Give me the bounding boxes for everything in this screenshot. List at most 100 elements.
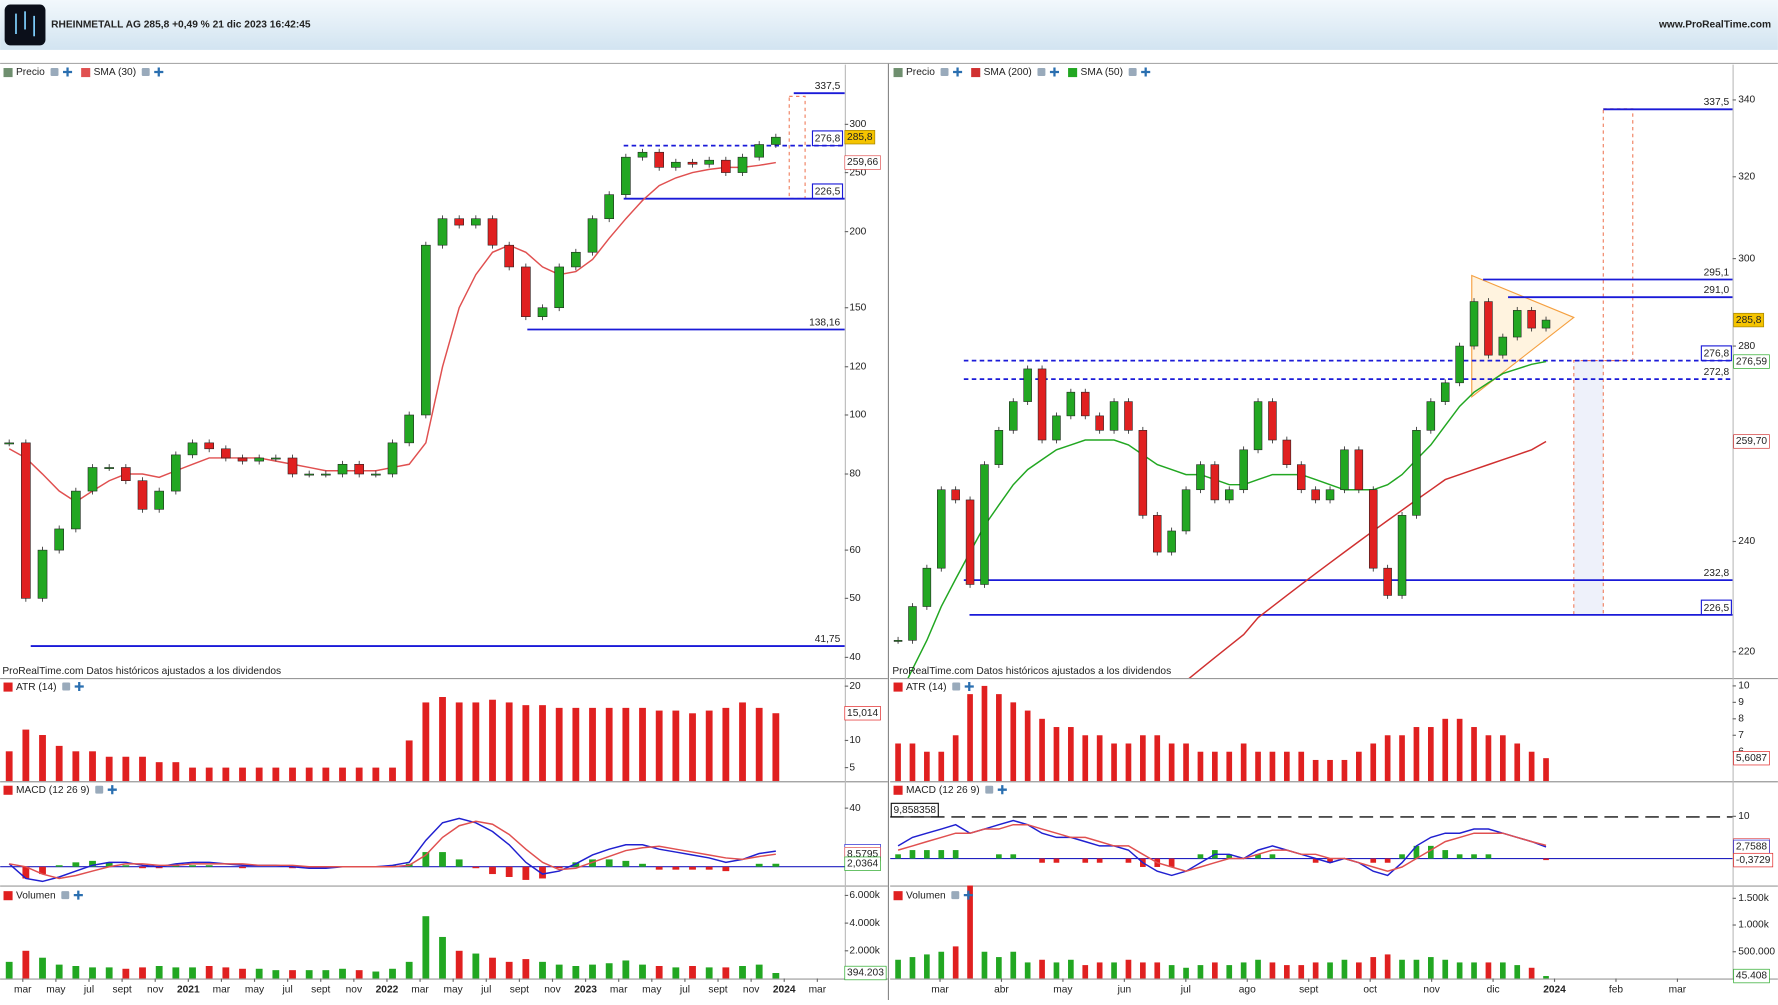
tag-box — [844, 856, 881, 871]
atr-bar — [1471, 727, 1477, 782]
add-icon[interactable] — [63, 67, 73, 77]
histogram-bar — [1053, 858, 1060, 863]
volume-bar — [1471, 962, 1477, 979]
candle — [1052, 415, 1061, 441]
level-label: 291,0 — [1704, 285, 1730, 296]
x-tick-label: mar — [411, 984, 429, 995]
settings-icon[interactable] — [50, 68, 59, 76]
y-tick-label: 5 — [849, 762, 855, 773]
volume-bar — [355, 970, 363, 979]
level-label: 337,5 — [815, 81, 841, 92]
volume-bar — [1240, 962, 1247, 979]
add-icon[interactable] — [964, 681, 974, 692]
settings-icon[interactable] — [1128, 68, 1137, 76]
x-tick-label: mar — [931, 984, 949, 995]
x-tick-label: sept — [112, 984, 131, 995]
volume-bar — [372, 971, 380, 979]
header-site[interactable]: www.ProRealTime.com — [1658, 20, 1771, 31]
add-icon[interactable] — [154, 67, 164, 77]
candle — [571, 251, 581, 268]
add-icon[interactable] — [73, 890, 83, 900]
candle — [1455, 345, 1464, 384]
volume-bar — [705, 967, 713, 979]
legend-swatch — [3, 68, 13, 78]
settings-icon[interactable] — [1037, 68, 1046, 76]
settings-icon[interactable] — [951, 891, 960, 900]
add-icon[interactable] — [1141, 67, 1151, 77]
x-tick-label: jul — [282, 984, 293, 995]
macd-line — [9, 820, 776, 880]
y-tick-label: 320 — [1738, 171, 1755, 182]
volume-bar — [1284, 965, 1290, 979]
histogram-bar — [1399, 854, 1405, 859]
add-icon[interactable] — [953, 67, 963, 77]
histogram-bar — [1370, 858, 1377, 863]
atr-bar — [605, 707, 613, 782]
candle — [1253, 401, 1263, 451]
add-icon[interactable] — [1049, 67, 1060, 77]
candle — [521, 266, 531, 317]
x-tick-label: 2023 — [574, 984, 597, 995]
volume-bar — [1197, 965, 1204, 979]
value-tag: 285,8 — [1733, 312, 1765, 328]
add-icon[interactable] — [997, 785, 1007, 795]
y-tick-label: 280 — [1738, 341, 1755, 352]
volume-bar — [1039, 959, 1045, 979]
plot-area — [0, 817, 845, 883]
histogram-bar — [1428, 845, 1434, 859]
histogram-bar — [1197, 854, 1204, 859]
histogram-bar — [455, 859, 463, 867]
legend: MACD (12 26 9) — [3, 785, 117, 796]
settings-icon[interactable] — [61, 891, 70, 900]
settings-icon[interactable] — [62, 682, 71, 691]
tag-label: 2,7588 — [1736, 842, 1767, 853]
histogram-bar — [505, 866, 513, 877]
settings-icon[interactable] — [95, 785, 104, 794]
volume-bar — [322, 970, 330, 979]
x-tick-label: may — [642, 984, 662, 995]
settings-icon[interactable] — [940, 68, 949, 76]
legend-swatch — [893, 68, 903, 78]
y-tick-label: 6.000k — [849, 890, 880, 901]
atr-bar — [339, 767, 346, 782]
candle — [1196, 464, 1205, 491]
volume-bar — [222, 967, 230, 979]
volume-bar — [672, 967, 680, 979]
plot-area — [5, 697, 780, 782]
add-icon[interactable] — [107, 785, 117, 795]
volume-bar — [139, 967, 146, 979]
tag-box — [1733, 968, 1770, 984]
volume-bar — [55, 964, 63, 979]
level-label: 276,8 — [815, 134, 841, 145]
legend-swatch — [893, 891, 903, 901]
x-tick-label: abr — [994, 984, 1009, 995]
settings-icon[interactable] — [952, 682, 961, 691]
y-tick-label: 4.000k — [849, 918, 880, 929]
atr-bar — [539, 705, 546, 782]
volume-bar — [1543, 976, 1549, 979]
histogram-bar — [239, 866, 246, 869]
candle — [893, 640, 903, 642]
y-tick-label: 500.000 — [1738, 946, 1775, 957]
atr-bar — [472, 702, 480, 782]
atr-bar — [172, 762, 180, 782]
atr-bar — [122, 756, 130, 782]
histogram-bar — [1010, 854, 1017, 859]
histogram-bar — [1096, 858, 1103, 863]
atr-bar — [1255, 751, 1261, 782]
volume-bar — [1528, 967, 1535, 979]
atr-bar — [355, 767, 363, 782]
add-icon[interactable] — [963, 890, 973, 900]
candle — [554, 266, 565, 309]
settings-icon[interactable] — [141, 68, 150, 76]
candle — [4, 442, 14, 445]
candle — [454, 218, 464, 226]
candle — [1469, 301, 1479, 347]
histogram-bar — [439, 852, 446, 867]
volume-bar — [255, 968, 263, 979]
volume-bar — [1140, 962, 1146, 979]
settings-icon[interactable] — [985, 785, 994, 794]
add-icon[interactable] — [74, 681, 84, 692]
tag-label: 285,8 — [847, 132, 873, 143]
